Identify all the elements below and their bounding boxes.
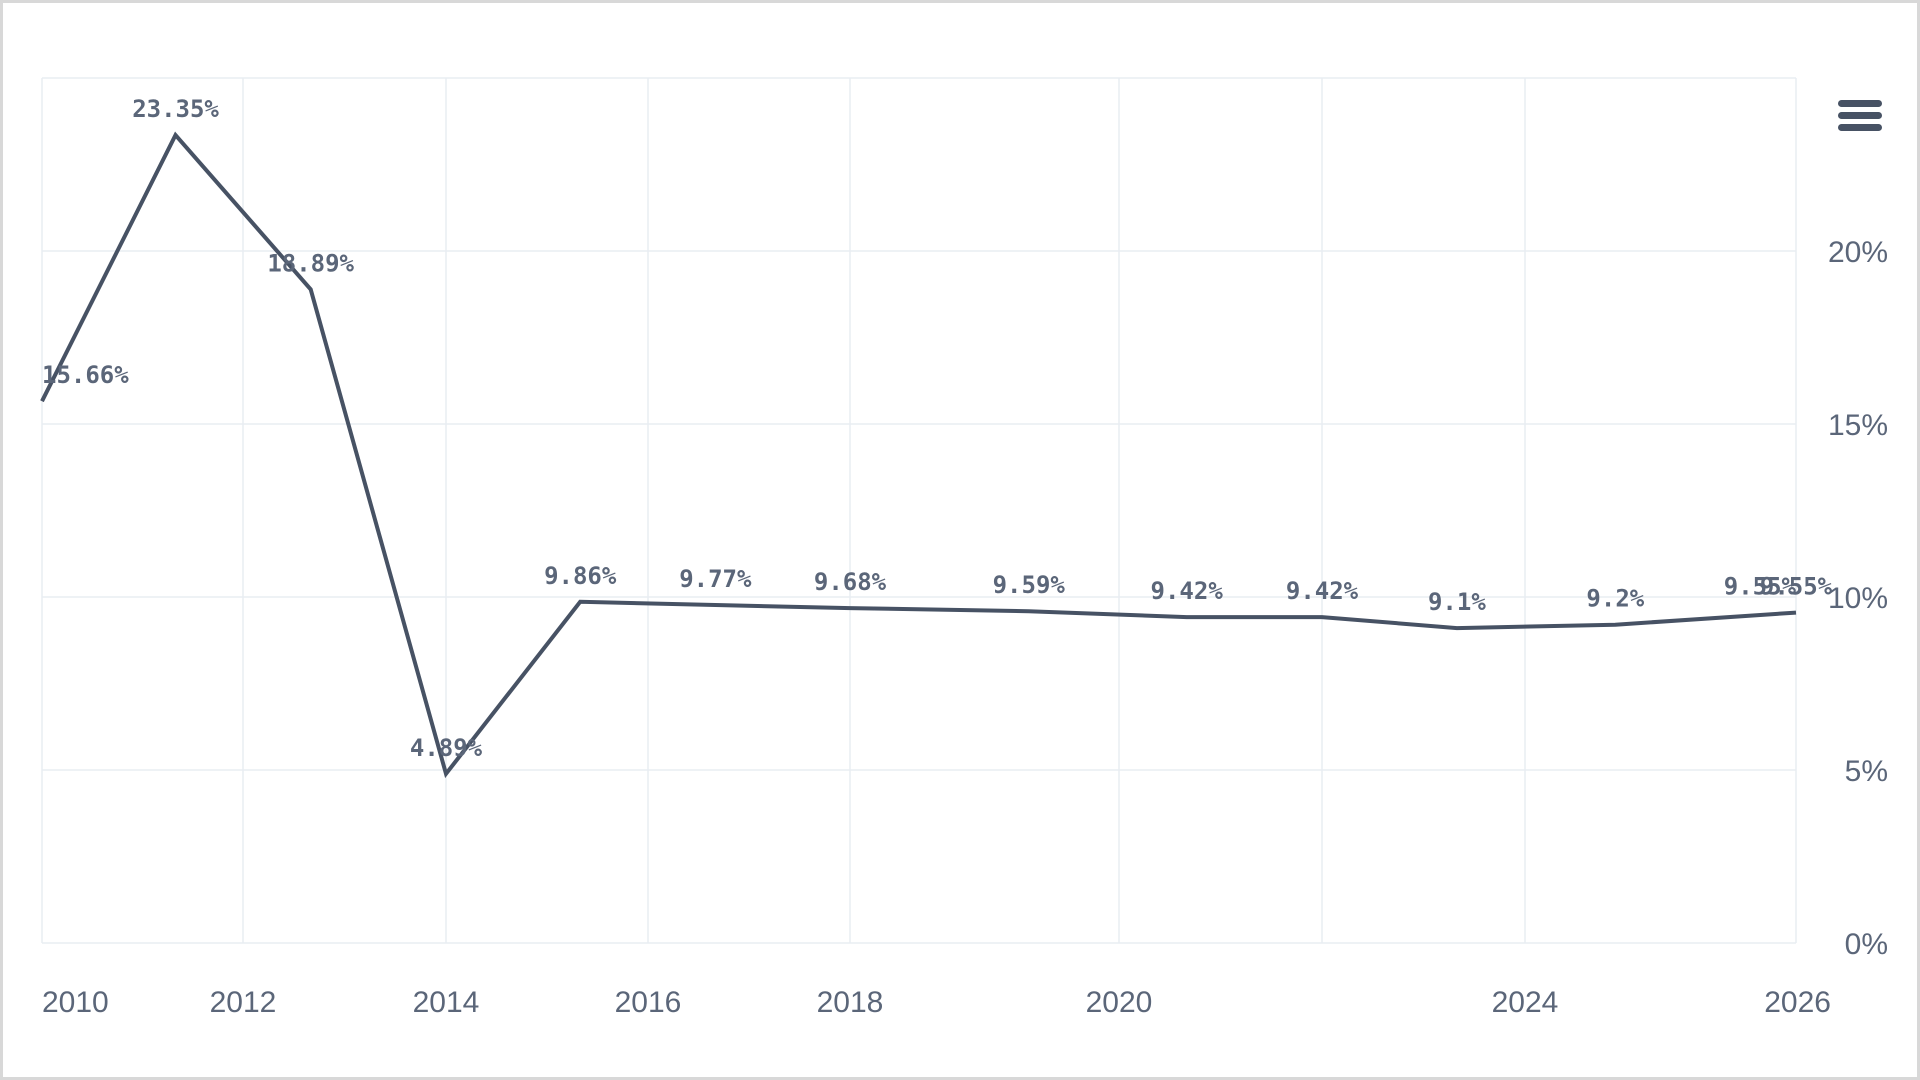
x-tick-label: 2016 <box>615 986 682 1019</box>
x-tick-label: 2012 <box>210 986 277 1019</box>
y-tick-label: 10% <box>1828 582 1888 615</box>
horizontal-grid-lines <box>42 77 1796 944</box>
y-tick-label: 15% <box>1828 409 1888 442</box>
data-label: 9.55% <box>1760 573 1833 601</box>
data-label: 9.77% <box>679 565 752 593</box>
y-tick-label: 20% <box>1828 236 1888 269</box>
series-line <box>40 131 1797 779</box>
data-label: 15.66% <box>42 361 129 389</box>
data-label: 9.42% <box>1286 577 1359 605</box>
data-label: 9.1% <box>1428 588 1486 616</box>
x-tick-label: 2018 <box>817 986 884 1019</box>
y-tick-label: 0% <box>1845 928 1888 961</box>
data-labels: 15.66% 23.35% 18.89% 4.89% 9.86% 9.77% 9.68% 9.… <box>42 95 1833 762</box>
data-label: 9.86% <box>544 562 617 590</box>
x-tick-label: 2020 <box>1086 986 1153 1019</box>
vertical-grid-lines <box>41 78 1797 943</box>
chart-menu-button[interactable] <box>1826 90 1886 140</box>
data-label: 9.59% <box>993 571 1066 599</box>
y-tick-label: 5% <box>1845 755 1888 788</box>
data-label: 23.35% <box>132 95 219 123</box>
x-tick-label: 2026 <box>1764 986 1831 1019</box>
data-label: 4.89% <box>410 734 483 762</box>
hamburger-menu-icon <box>1838 100 1882 131</box>
y-axis-tick-labels: 0% 5% 10% 15% 20% <box>1828 236 1888 961</box>
x-tick-label: 2014 <box>413 986 480 1019</box>
data-label: 9.55% <box>1724 573 1797 601</box>
x-axis-tick-labels: 2010 2012 2014 2016 2018 2020 2024 2026 <box>42 986 1831 1019</box>
data-label: 18.89% <box>267 249 354 277</box>
data-label: 9.42% <box>1151 577 1224 605</box>
x-tick-label: 2024 <box>1492 986 1559 1019</box>
data-label: 9.2% <box>1586 585 1644 613</box>
data-label: 9.68% <box>814 568 887 596</box>
x-tick-label: 2010 <box>42 986 109 1019</box>
